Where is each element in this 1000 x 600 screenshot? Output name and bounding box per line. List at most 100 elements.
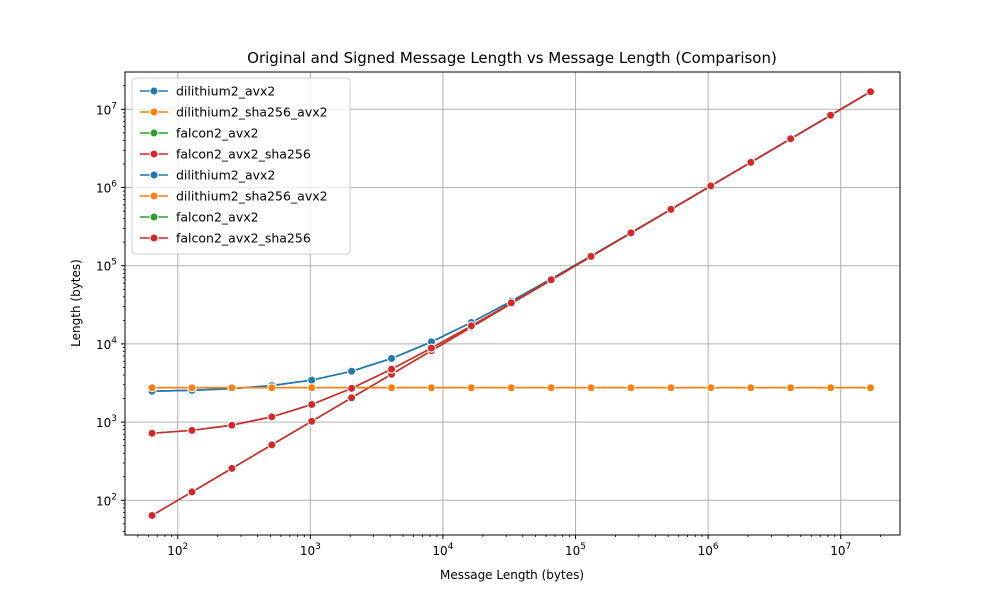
x-tick-base: 10 [300,544,315,558]
data-point [227,420,237,430]
legend-label: dilithium2_sha256_avx2 [176,189,328,204]
data-point [267,412,277,422]
data-point [307,375,317,385]
chart-title: Original and Signed Message Length vs Me… [247,49,777,67]
data-point [187,425,197,435]
x-tick-base: 10 [167,544,182,558]
y-tick-base: 10 [96,416,111,430]
legend-swatch-marker [149,191,159,201]
data-point [187,487,197,497]
data-point [466,321,476,331]
data-point [426,343,436,353]
grid [125,72,900,535]
legend-label: falcon2_avx2_sha256 [176,147,311,162]
data-point [826,383,836,393]
data-point [706,181,716,191]
legend-swatch-marker [149,149,159,159]
y-tick-exponent: 2 [111,492,117,502]
x-tick-exponent: 7 [845,542,851,552]
y-tick-label: 103 [96,414,117,430]
legend-item: dilithium2_sha256_avx2 [140,189,328,204]
data-point [786,383,796,393]
y-tick-base: 10 [96,260,111,274]
x-tick-exponent: 5 [580,542,586,552]
x-axis-label: Message Length (bytes) [440,568,584,582]
x-tick-label: 104 [432,542,453,558]
y-tick-exponent: 5 [111,258,117,268]
legend-item: falcon2_avx2_sha256 [140,231,311,246]
plot-series [147,87,876,520]
x-tick-exponent: 2 [183,542,189,552]
legend-item: dilithium2_sha256_avx2 [140,105,328,120]
y-tick-exponent: 4 [111,336,117,346]
data-point [786,134,796,144]
data-point [626,383,636,393]
legend-item: falcon2_avx2 [140,126,259,141]
data-point [866,87,876,97]
data-point [506,383,516,393]
data-point [387,364,397,374]
data-point [466,383,476,393]
y-tick-label: 102 [96,492,117,508]
legend-swatch-marker [149,212,159,222]
x-tick-label: 103 [300,542,321,558]
data-point [746,383,756,393]
legend-label: dilithium2_sha256_avx2 [176,105,328,120]
y-axis-label: Length (bytes) [69,259,83,347]
x-tick-exponent: 3 [315,542,321,552]
data-point [666,383,676,393]
x-tick-label: 107 [830,542,851,558]
legend-swatch-marker [149,128,159,138]
x-tick-base: 10 [565,544,580,558]
legend-label: dilithium2_avx2 [176,84,275,99]
data-point [706,383,716,393]
y-tick-label: 106 [96,180,117,196]
legend-label: dilithium2_avx2 [176,168,275,183]
legend-box [131,77,351,255]
legend-swatch-marker [149,86,159,96]
data-point [347,393,357,403]
data-point [227,463,237,473]
x-tick-base: 10 [830,544,845,558]
data-point [307,399,317,409]
data-point [546,383,556,393]
data-point [586,383,596,393]
data-point [826,110,836,120]
y-tick-label: 105 [96,258,117,274]
y-tick-exponent: 7 [111,101,117,111]
y-tick-base: 10 [96,103,111,117]
x-tick-label: 105 [565,542,586,558]
y-tick-base: 10 [96,494,111,508]
y-tick-exponent: 3 [111,414,117,424]
y-tick-label: 107 [96,101,117,117]
data-point [187,383,197,393]
data-point [586,251,596,261]
legend-label: falcon2_avx2 [176,210,259,225]
data-point [626,228,636,238]
data-point [227,383,237,393]
data-point [387,383,397,393]
data-point [426,383,436,393]
data-point [347,366,357,376]
y-tick-label: 104 [96,336,117,352]
data-point [267,440,277,450]
series-7 [147,87,876,438]
x-tick-base: 10 [432,544,447,558]
data-point [746,157,756,167]
data-point [866,383,876,393]
x-tick-exponent: 4 [448,542,454,552]
legend-label: falcon2_avx2 [176,126,259,141]
legend-item: dilithium2_avx2 [140,168,275,183]
plot-frame [124,71,901,536]
x-tick-base: 10 [698,544,713,558]
legend: dilithium2_avx2dilithium2_sha256_avx2fal… [131,77,351,255]
data-point [147,510,157,520]
y-tick-base: 10 [96,338,111,352]
legend-swatch-marker [149,233,159,243]
legend-label: falcon2_avx2_sha256 [176,231,311,246]
legend-item: dilithium2_avx2 [140,84,275,99]
data-point [267,383,277,393]
legend-item: falcon2_avx2_sha256 [140,147,311,162]
